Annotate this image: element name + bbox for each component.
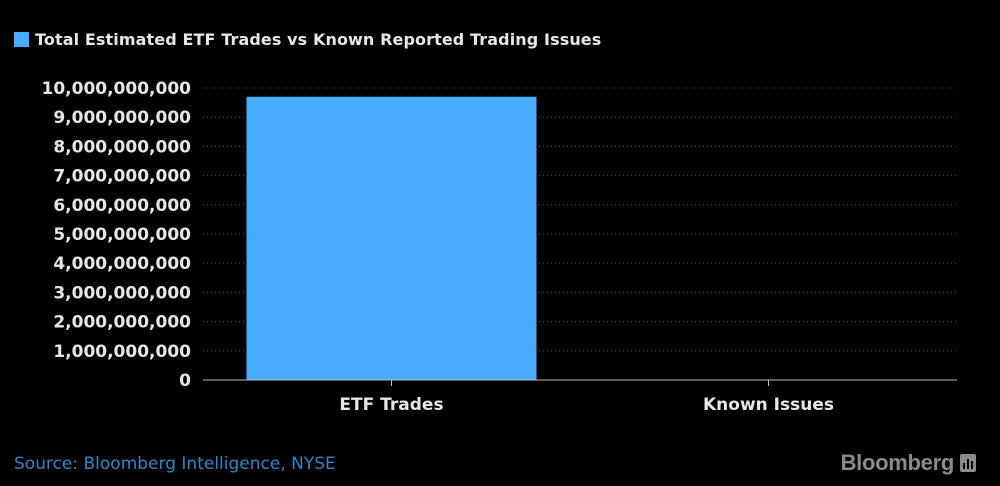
y-tick-label: 10,000,000,000 — [42, 79, 192, 99]
brand-logo: Bloomberg — [841, 450, 976, 476]
y-tick-label: 7,000,000,000 — [53, 167, 191, 187]
bloomberg-terminal-icon — [960, 454, 976, 472]
brand-name: Bloomberg — [840, 450, 955, 475]
y-tick-label: 4,000,000,000 — [53, 254, 191, 274]
legend-swatch — [14, 31, 29, 47]
y-tick-label: 5,000,000,000 — [53, 225, 191, 245]
x-tick-label: Known Issues — [703, 395, 834, 415]
y-tick-label: 1,000,000,000 — [53, 342, 191, 362]
x-tick-label: ETF Trades — [339, 395, 443, 415]
y-tick-label: 9,000,000,000 — [53, 108, 191, 128]
y-tick-label: 0 — [179, 371, 191, 391]
y-tick-label: 2,000,000,000 — [53, 313, 191, 333]
legend-label: Total Estimated ETF Trades vs Known Repo… — [35, 29, 602, 49]
bar — [246, 96, 537, 380]
legend: Total Estimated ETF Trades vs Known Repo… — [14, 28, 601, 50]
y-tick-label: 3,000,000,000 — [53, 283, 191, 303]
y-tick-label: 6,000,000,000 — [53, 196, 191, 216]
bar-chart: 0 1,000,000,000 2,000,000,000 3,000,000,000… — [42, 79, 957, 415]
source-note: Source: Bloomberg Intelligence, NYSE — [14, 454, 336, 474]
y-tick-label: 8,000,000,000 — [53, 137, 191, 157]
